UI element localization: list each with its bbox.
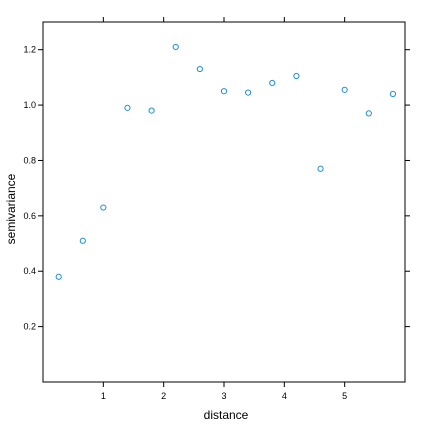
x-axis-label: distance: [204, 408, 249, 422]
y-tick-label: 0.2: [23, 322, 36, 332]
x-tick-label: 2: [161, 391, 166, 401]
x-tick-label: 3: [221, 391, 226, 401]
data-point: [79, 237, 86, 244]
y-tick-label: 0.4: [23, 266, 36, 276]
data-point: [196, 65, 203, 73]
x-tick-label: 5: [342, 391, 347, 401]
data-point: [317, 165, 324, 172]
data-point: [365, 110, 372, 117]
data-point: [172, 43, 179, 51]
plot-panel: [42, 21, 406, 383]
y-tick-label: 0.8: [23, 155, 36, 165]
y-axis-label: semivariance: [4, 173, 18, 244]
axis-ticks: [38, 17, 410, 387]
data-point: [100, 204, 107, 211]
data-point: [124, 104, 131, 111]
data-point: [341, 86, 348, 93]
y-tick-label: 1.0: [23, 100, 36, 110]
x-tick-label: 1: [101, 391, 106, 401]
x-tick-label: 4: [282, 391, 287, 401]
y-tick-label: 0.6: [23, 211, 36, 221]
data-point: [148, 107, 155, 114]
x-tick-labels: 1 2 3 4 5: [101, 391, 347, 401]
data-point: [293, 72, 300, 80]
data-points: [55, 43, 397, 280]
data-point: [389, 90, 397, 98]
y-tick-label: 1.2: [23, 45, 36, 55]
data-point: [55, 273, 62, 280]
data-point: [269, 79, 276, 87]
y-tick-labels: 0.2 0.4 0.6 0.8 1.0 1.2: [23, 45, 36, 332]
data-point: [220, 88, 228, 95]
data-point: [245, 89, 252, 96]
